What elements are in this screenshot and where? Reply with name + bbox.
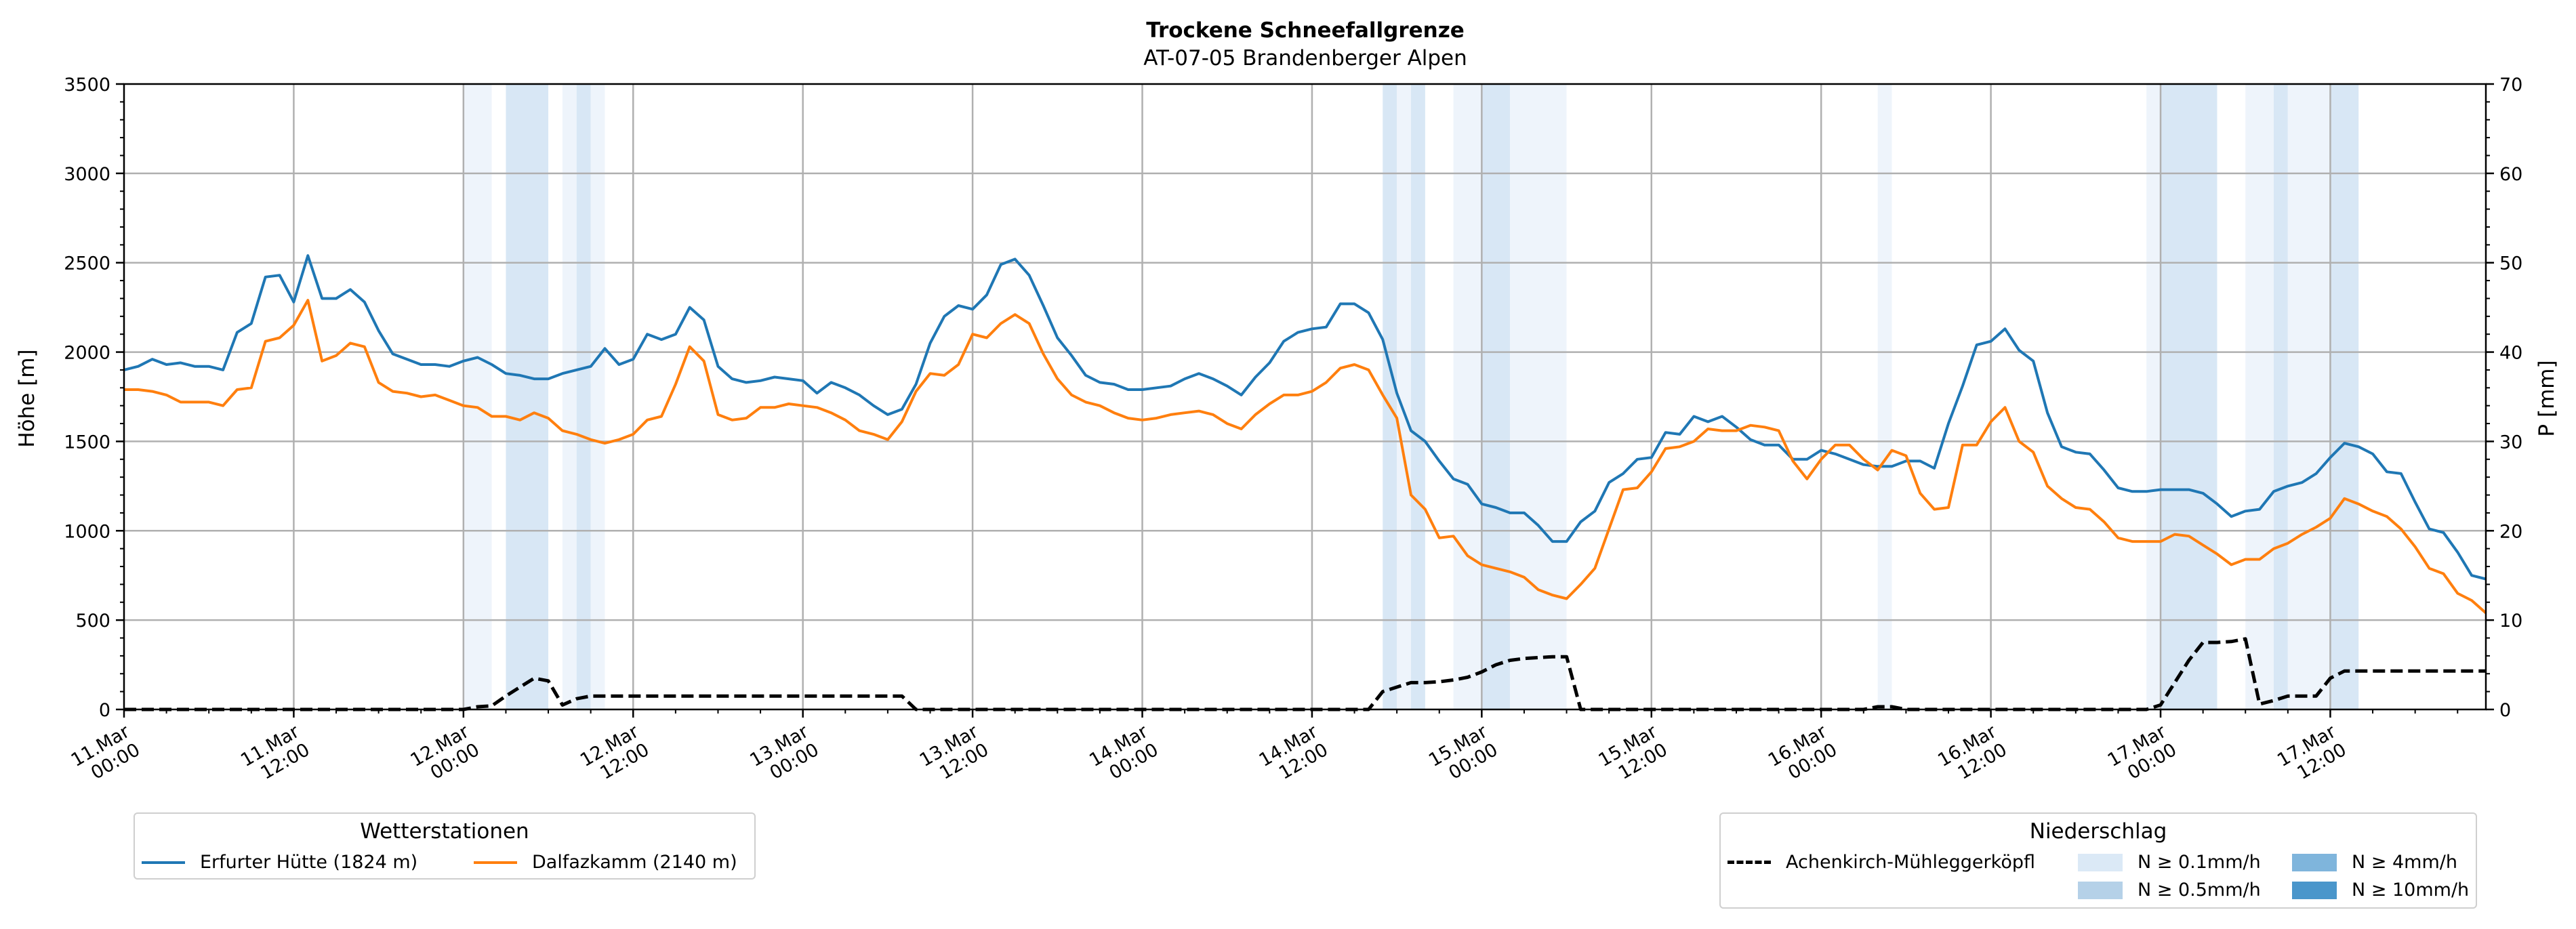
legend-swatch-dalfazkamm [474, 861, 517, 864]
precip-band-10 [1510, 84, 1567, 709]
precip-band-3 [576, 84, 591, 709]
legend-swatch-precip-01 [2078, 853, 2123, 871]
precip-band-1 [506, 84, 549, 709]
x-tick-label-11: 16.Mar12:00 [1934, 721, 2011, 789]
y-tick-label-right-1: 10 [2499, 611, 2522, 632]
x-tick-label-1: 11.Mar12:00 [237, 721, 314, 789]
legend-swatch-achenkirch [1727, 861, 1771, 864]
precip-band-0 [463, 84, 492, 709]
y-tick-label-right-3: 30 [2499, 432, 2522, 453]
legend-label-precip-05: N ≥ 0.5mm/h [2138, 880, 2261, 901]
y-tick-label-left-1: 500 [75, 611, 110, 632]
x-tick-label-3: 12.Mar12:00 [577, 721, 653, 789]
legend-item-precip-10: N ≥ 10mm/h [2292, 880, 2469, 901]
x-tick-label-7: 14.Mar12:00 [1256, 721, 1332, 789]
precip-band-15 [2273, 84, 2288, 709]
legend-precip-title: Niederschlag [2029, 819, 2167, 844]
x-tick-label-6: 14.Mar00:00 [1086, 721, 1162, 789]
y-tick-label-left-3: 1500 [64, 432, 110, 453]
precip-band-4 [590, 84, 605, 709]
x-tick-label-2: 12.Mar00:00 [407, 721, 484, 789]
x-tick-label-4: 13.Mar00:00 [746, 721, 823, 789]
legend-item-achenkirch: Achenkirch-Mühleggerköpfl [1727, 852, 2035, 873]
x-tick-label-13: 17.Mar12:00 [2274, 721, 2350, 789]
legend-label-precip-4: N ≥ 4mm/h [2352, 852, 2457, 873]
y-tick-label-left-4: 2000 [64, 343, 110, 364]
precip-band-14 [2245, 84, 2274, 709]
grid [124, 84, 2486, 709]
legend-label-erfurter: Erfurter Hütte (1824 m) [200, 852, 418, 873]
series-line-2 [124, 637, 2486, 711]
legend-label-precip-10: N ≥ 10mm/h [2352, 880, 2470, 901]
series-group [123, 254, 2487, 711]
precip-band-16 [2287, 84, 2331, 709]
legend-item-precip-4: N ≥ 4mm/h [2292, 852, 2457, 873]
y-tick-label-left-2: 1000 [64, 521, 110, 542]
precip-band-17 [2330, 84, 2359, 709]
series-line-0 [123, 254, 2487, 581]
precip-band-12 [2146, 84, 2161, 709]
precip-band-7 [1411, 84, 1425, 709]
legend-label-achenkirch: Achenkirch-Mühleggerköpfl [1786, 852, 2035, 873]
precip-band-6 [1397, 84, 1412, 709]
y-tick-label-right-4: 40 [2499, 343, 2522, 364]
precip-band-9 [1481, 84, 1511, 709]
legend-precip: Niederschlag Achenkirch-Mühleggerköpfl N… [1719, 812, 2477, 909]
precip-band-8 [1453, 84, 1482, 709]
legend-item-precip-05: N ≥ 0.5mm/h [2078, 880, 2261, 901]
legend-swatch-precip-10 [2292, 881, 2337, 899]
plot-frame [123, 83, 2487, 711]
x-tick-label-8: 15.Mar00:00 [1425, 721, 1502, 789]
legend-stations: Wetterstationen Erfurter Hütte (1824 m) … [134, 812, 756, 880]
x-tick-label-10: 16.Mar00:00 [1765, 721, 1841, 789]
legend-label-precip-01: N ≥ 0.1mm/h [2138, 852, 2261, 873]
legend-item-dalfazkamm: Dalfazkamm (2140 m) [474, 852, 737, 873]
y-tick-label-right-0: 0 [2499, 700, 2511, 721]
legend-swatch-precip-05 [2078, 881, 2123, 899]
y-tick-label-left-5: 2500 [64, 253, 110, 274]
y-tick-label-right-7: 70 [2499, 75, 2522, 96]
y-axis-label-left: Höhe [m] [15, 349, 39, 447]
y-tick-label-right-2: 20 [2499, 521, 2522, 542]
legend-item-erfurter: Erfurter Hütte (1824 m) [142, 852, 417, 873]
legend-item-precip-01: N ≥ 0.1mm/h [2078, 852, 2261, 873]
legend-stations-title: Wetterstationen [360, 819, 529, 844]
chart-title: Trockene Schneefallgrenze [1146, 18, 1465, 43]
precip-band-5 [1383, 84, 1397, 709]
y-tick-label-left-7: 3500 [64, 75, 110, 96]
y-tick-label-left-0: 0 [99, 700, 110, 721]
x-tick-label-0: 11.Mar00:00 [68, 721, 144, 789]
chart-subtitle: AT-07-05 Brandenberger Alpen [1143, 46, 1467, 70]
precip-band-11 [1877, 84, 1892, 709]
y-axis-label-right: P [mm] [2535, 360, 2559, 436]
x-tick-label-5: 13.Mar12:00 [916, 721, 993, 789]
legend-swatch-erfurter [142, 861, 185, 864]
x-tick-label-9: 15.Mar12:00 [1595, 721, 1671, 789]
legend-swatch-precip-4 [2292, 853, 2337, 871]
precip-bands [463, 84, 2359, 709]
y-tick-label-right-6: 60 [2499, 164, 2522, 185]
x-tick-label-12: 17.Mar00:00 [2104, 721, 2181, 789]
precip-band-2 [562, 84, 577, 709]
legend-label-dalfazkamm: Dalfazkamm (2140 m) [532, 852, 737, 873]
y-tick-label-right-5: 50 [2499, 253, 2522, 274]
precip-band-13 [2161, 84, 2217, 709]
y-tick-label-left-6: 3000 [64, 164, 110, 185]
series-line-1 [124, 299, 2487, 615]
